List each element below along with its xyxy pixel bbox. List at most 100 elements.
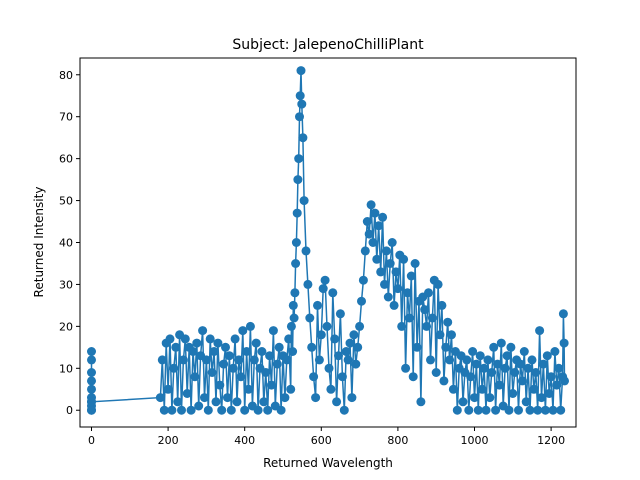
data-point [558,309,568,319]
data-point [443,317,453,327]
data-point [87,355,96,365]
data-point [305,313,315,323]
data-point [355,321,365,331]
x-tick-label: 600 [311,434,332,447]
data-point [240,405,250,415]
data-point [385,259,395,268]
data-point [290,288,300,298]
data-point [272,359,282,369]
data-point [178,355,188,365]
data-point [529,384,539,394]
data-point [223,393,232,403]
data-point [426,355,435,365]
data-point [554,363,564,373]
data-point [224,351,234,361]
data-point [251,338,261,348]
data-point [403,288,412,298]
data-point [556,405,566,415]
data-point [274,342,284,352]
data-point [165,334,175,344]
y-tick-label: 20 [59,320,73,333]
data-point [230,334,240,344]
data-point [291,259,301,268]
data-point [201,355,211,365]
data-point [468,347,478,356]
data-point [87,384,96,394]
data-point [368,238,378,247]
data-point [330,334,340,344]
data-point [322,321,332,331]
data-point [295,91,305,101]
data-point [301,246,311,256]
data-point [447,330,456,340]
data-point [307,342,317,352]
data-point [544,389,554,398]
data-point [550,347,560,356]
data-point [289,313,299,323]
data-point [245,321,255,331]
data-point [219,359,229,369]
data-point [491,405,501,415]
data-point [435,330,445,340]
data-point [337,372,347,382]
data-point [209,347,219,356]
data-point [531,368,541,377]
plot-area [87,66,569,415]
data-point [552,380,562,390]
data-point [391,267,401,277]
data-point [389,300,399,310]
data-point [280,393,290,403]
data-point [481,405,491,415]
x-tick-label: 1000 [461,434,489,447]
data-point [445,355,455,365]
data-point [393,284,403,294]
data-point [401,363,411,373]
data-point [286,321,296,331]
data-point [87,397,96,407]
data-point [519,347,529,356]
data-point [171,342,181,352]
data-point [548,405,558,415]
data-point [427,313,437,323]
data-point [537,393,546,403]
data-point [485,393,495,403]
x-axis-label: Returned Wavelength [263,456,393,470]
data-point [502,351,512,361]
data-point [470,393,479,403]
data-point [298,133,308,143]
data-point [192,338,202,348]
data-point [200,393,209,403]
data-point [314,355,324,365]
data-point [309,372,319,382]
data-point [458,397,468,407]
data-point [286,384,296,394]
data-point [464,405,474,415]
data-point [242,347,252,356]
data-point [180,334,190,344]
data-point [188,347,198,356]
data-point [514,405,523,415]
data-point [87,405,96,415]
data-point [87,347,96,356]
y-axis: 0 10 20 30 40 50 60 70 80 [59,69,80,417]
data-point [540,405,550,415]
data-point [320,275,330,285]
data-point [494,380,504,390]
data-point [236,372,246,382]
data-point [448,384,458,394]
data-point [439,376,449,386]
data-point [316,330,326,340]
data-point [542,351,552,361]
data-point [358,275,368,285]
data-point [500,363,510,373]
data-point [328,288,338,298]
data-point [466,372,476,382]
data-point [366,200,376,210]
data-point [360,246,370,256]
data-point [318,284,328,294]
data-point [420,305,430,315]
data-point [159,405,169,415]
data-point [424,288,433,298]
data-point [324,363,334,373]
data-point [299,196,309,206]
